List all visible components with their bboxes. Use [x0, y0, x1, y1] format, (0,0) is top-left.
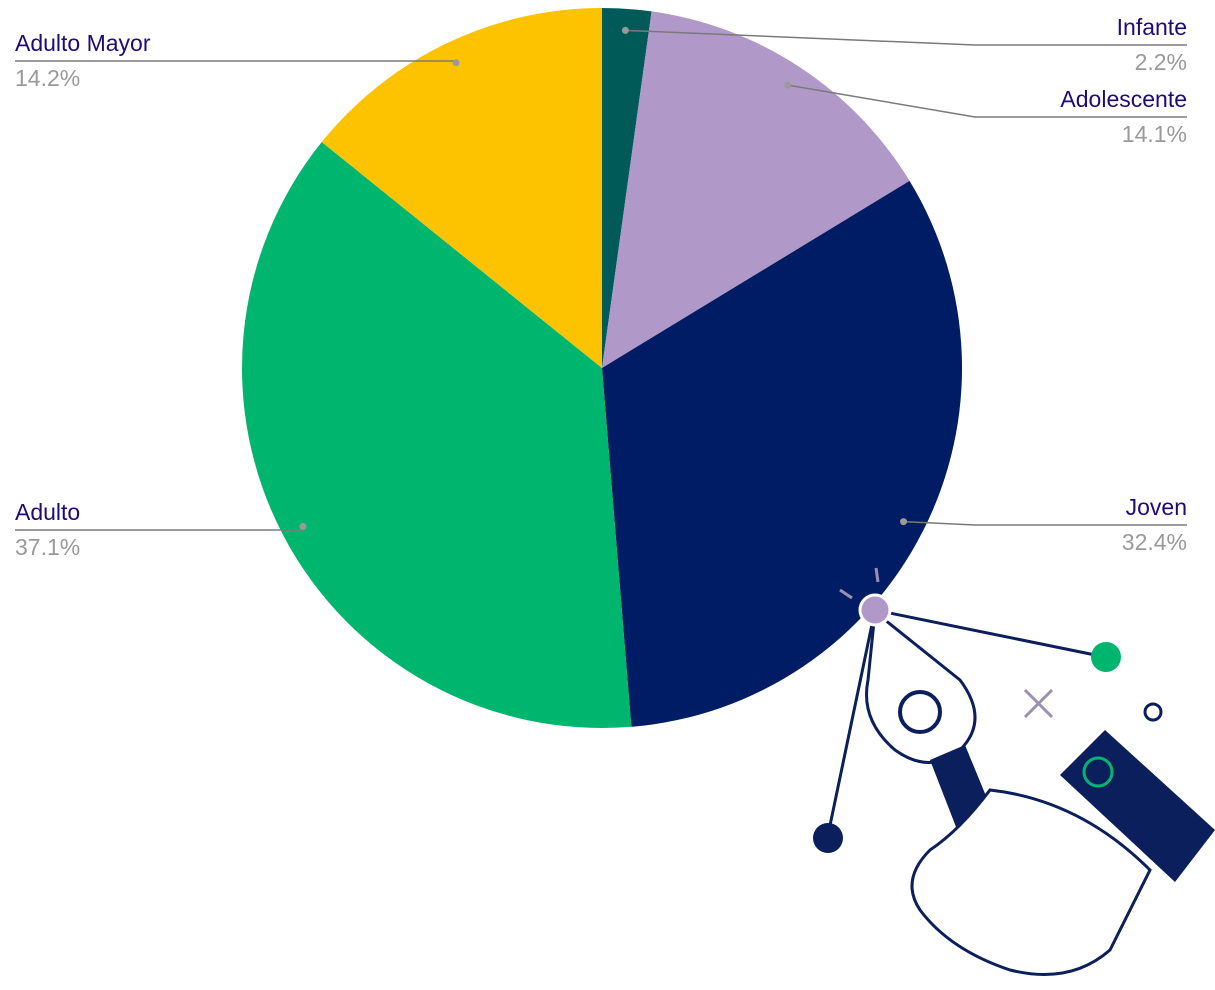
leader-dot [452, 59, 460, 67]
leader-line [625, 29, 1187, 46]
slice [321, 8, 602, 368]
leader-dot [784, 81, 792, 89]
leader-dot [299, 522, 307, 530]
slice-label: Adolescente [1060, 86, 1187, 112]
leader-dot [621, 26, 629, 34]
leader-dot [900, 518, 908, 526]
slice [602, 11, 910, 368]
slice [602, 8, 652, 368]
slice-value: 32.4% [1122, 529, 1187, 555]
leader-line [15, 526, 304, 531]
illustration [813, 567, 1215, 976]
slice-label: Adulto [15, 499, 80, 525]
slice-value: 2.2% [1135, 49, 1187, 75]
slice-label: Infante [1117, 14, 1187, 40]
slice-value: 14.2% [15, 65, 80, 91]
labels: Infante 2.2% Adolescente 14.1% Joven 32.4% Adu… [15, 14, 1187, 560]
slice [602, 180, 962, 727]
leader-line [903, 520, 1187, 526]
slice-value: 37.1% [15, 534, 80, 560]
slice-value: 14.1% [1122, 121, 1187, 147]
pie [242, 8, 962, 729]
slice [242, 142, 632, 729]
leader-line [15, 60, 457, 63]
slice-label: Adulto Mayor [15, 30, 151, 56]
leader-line [787, 84, 1187, 118]
slice-label: Joven [1126, 494, 1187, 520]
